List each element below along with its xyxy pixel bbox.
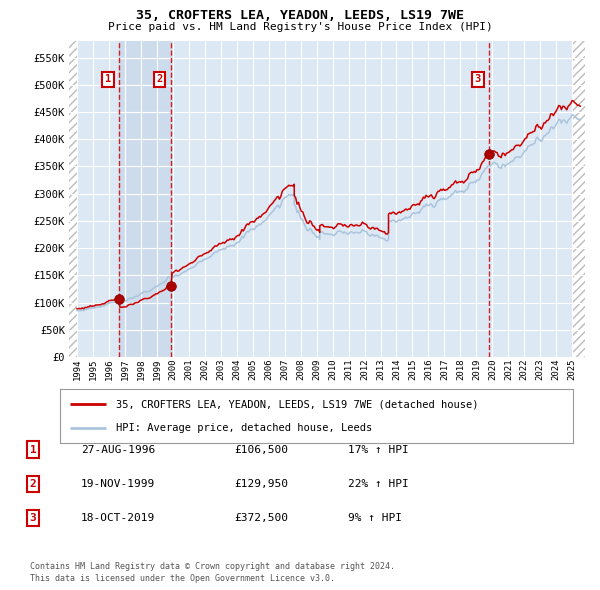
Text: 2: 2 [29, 479, 37, 489]
Text: 35, CROFTERS LEA, YEADON, LEEDS, LS19 7WE: 35, CROFTERS LEA, YEADON, LEEDS, LS19 7W… [136, 9, 464, 22]
Text: £106,500: £106,500 [234, 445, 288, 454]
Text: Contains HM Land Registry data © Crown copyright and database right 2024.: Contains HM Land Registry data © Crown c… [30, 562, 395, 571]
Text: 3: 3 [475, 74, 481, 84]
Text: 3: 3 [29, 513, 37, 523]
Text: 19-NOV-1999: 19-NOV-1999 [81, 479, 155, 489]
Text: 2: 2 [157, 74, 163, 84]
Text: 27-AUG-1996: 27-AUG-1996 [81, 445, 155, 454]
Text: 22% ↑ HPI: 22% ↑ HPI [348, 479, 409, 489]
Text: 1: 1 [105, 74, 111, 84]
Text: £372,500: £372,500 [234, 513, 288, 523]
Text: 17% ↑ HPI: 17% ↑ HPI [348, 445, 409, 454]
Text: 1: 1 [29, 445, 37, 454]
Bar [572, 41, 585, 357]
Text: Price paid vs. HM Land Registry's House Price Index (HPI): Price paid vs. HM Land Registry's House … [107, 22, 493, 32]
Text: 35, CROFTERS LEA, YEADON, LEEDS, LS19 7WE (detached house): 35, CROFTERS LEA, YEADON, LEEDS, LS19 7W… [116, 399, 479, 409]
Text: 18-OCT-2019: 18-OCT-2019 [81, 513, 155, 523]
Bar [69, 41, 77, 357]
Text: 9% ↑ HPI: 9% ↑ HPI [348, 513, 402, 523]
Text: This data is licensed under the Open Government Licence v3.0.: This data is licensed under the Open Gov… [30, 573, 335, 583]
Bar [119, 41, 171, 357]
Text: HPI: Average price, detached house, Leeds: HPI: Average price, detached house, Leed… [116, 422, 373, 432]
Text: £129,950: £129,950 [234, 479, 288, 489]
